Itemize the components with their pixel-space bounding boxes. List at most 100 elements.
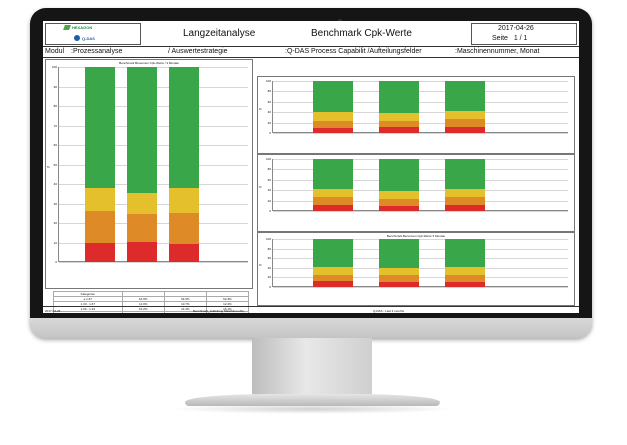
module-value: :Prozessanalyse [71, 48, 123, 55]
stacked-bar [445, 239, 485, 287]
page-indicator: Seite 1 / 1 [492, 35, 527, 42]
bar-segment [313, 197, 353, 206]
bar-segment [313, 189, 353, 198]
gridline [273, 287, 568, 288]
qdas-logo-icon [74, 35, 80, 41]
gridline [273, 81, 568, 82]
page-label: Seite [492, 35, 508, 42]
report-subtitle: Benchmark Cpk-Werte [311, 28, 412, 39]
report-date: 2017-04-26 [498, 25, 534, 32]
y-tick-label: 20 [53, 221, 57, 225]
y-tick-label: 100 [265, 157, 271, 161]
stacked-bar [313, 81, 353, 133]
report-screen: HEXAGON Q-DAS Langzeitanalyse Benchmark … [43, 21, 579, 313]
y-tick-label: 80 [53, 104, 57, 108]
y-tick-label: 20 [267, 120, 271, 125]
table-row: < 1.009.9%10.4%9.2% [53, 311, 250, 313]
chart-panel-4: Benchmark Benennen Cpk-Werte 3 Monate 0 20… [257, 232, 575, 306]
plot-area [58, 67, 248, 263]
gridline [273, 169, 568, 171]
capability-label: :Q-DAS Process Capabilit /Aufteilungsfel… [285, 48, 422, 55]
stacked-bar [379, 239, 419, 287]
y-tick-label: 60 [267, 99, 271, 104]
bar-segment [313, 205, 353, 211]
gridline [273, 248, 568, 250]
stacked-bar [379, 81, 419, 133]
bar-segment [379, 239, 419, 268]
y-axis-label: % [259, 263, 262, 267]
y-tick-label: 40 [267, 188, 271, 193]
gridline [273, 122, 568, 124]
report-title: Langzeitanalyse [183, 28, 256, 39]
gridline [273, 277, 568, 279]
y-tick-label: 50 [53, 162, 57, 167]
bar-segment [169, 188, 199, 213]
bar-segment [445, 281, 485, 287]
bar-segment [379, 120, 419, 127]
gridline [273, 179, 568, 181]
bar-segment [445, 189, 485, 198]
gridline [273, 190, 568, 192]
bar-segment [445, 159, 485, 190]
footer-source: Q-DAS - Last 3 months [373, 309, 405, 313]
bar-segment [313, 112, 353, 121]
table-row: ≥ 1.67 61.9% 64.5% 62.3% [53, 296, 250, 302]
footer-file: Benchmark_Aufteilung Maschinen.dfq [193, 309, 244, 313]
strategy-label: / Auswertestrategie [168, 48, 228, 55]
y-tick-label: 0 [269, 131, 271, 135]
breadcrumb: Modul :Prozessanalyse / Auswertestrategi… [43, 47, 579, 58]
module-label: Modul [45, 48, 65, 55]
y-tick-label: 100 [265, 237, 271, 241]
bar-segment [313, 266, 353, 275]
chart-panel-2: 0 20 40 60 80 100% [257, 76, 575, 154]
report-header: HEXAGON Q-DAS Langzeitanalyse Benchmark … [43, 21, 579, 47]
bar-segment [445, 127, 485, 133]
gridline [273, 211, 568, 212]
gridline [273, 112, 568, 114]
y-tick-label: 0 [55, 260, 57, 264]
gridline [273, 267, 568, 269]
bar-segment [313, 81, 353, 113]
gridline [273, 258, 568, 260]
y-tick-label: 0 [269, 209, 271, 213]
bar-segment [127, 192, 157, 214]
bar-segment [169, 244, 199, 262]
monitor-chin [30, 318, 592, 338]
bar-segment [379, 113, 419, 121]
stacked-bar [85, 67, 115, 262]
y-tick-label: 90 [53, 84, 57, 89]
y-tick-label: 40 [267, 265, 271, 270]
bar-segment [127, 241, 157, 262]
bar-segment [379, 81, 419, 114]
stacked-bar [127, 67, 157, 262]
bar-segment [85, 242, 115, 262]
y-axis-label: % [259, 185, 262, 189]
logo-hexagon-text: HEXAGON [72, 25, 93, 30]
bar-segment [379, 205, 419, 211]
stacked-bar [445, 159, 485, 211]
bar-segment [127, 67, 157, 193]
fields-label: :Maschinennummer, Monat [455, 48, 540, 55]
bar-segment [127, 213, 157, 242]
bar-segment [379, 275, 419, 283]
stand-shadow [170, 404, 455, 414]
y-tick-label: 30 [53, 201, 57, 206]
y-tick-label: 60 [267, 256, 271, 261]
y-tick-label: 70 [53, 123, 57, 128]
chart-title: Benchmark Benennen Cpk-Werte / 3 Monate [119, 61, 179, 65]
plot-area [272, 81, 568, 134]
bar-segment [169, 67, 199, 189]
gridline [273, 159, 568, 160]
stats-table: Kategorien ≥ 1.67 61.9% 64.5% 62.3% 1.33 - 1.… [53, 291, 250, 313]
y-tick-label: 80 [267, 167, 271, 172]
y-tick-label: 10 [53, 240, 57, 245]
footer-date: 2017-04-26 [45, 309, 61, 313]
bar-segment [445, 119, 485, 128]
bar-segment [169, 212, 199, 245]
y-tick-label: 100 [265, 79, 271, 83]
bar-segment [379, 191, 419, 200]
bar-segment [445, 81, 485, 111]
bar-segment [445, 197, 485, 205]
y-axis-label: % [259, 107, 262, 111]
bar-segment [379, 267, 419, 276]
